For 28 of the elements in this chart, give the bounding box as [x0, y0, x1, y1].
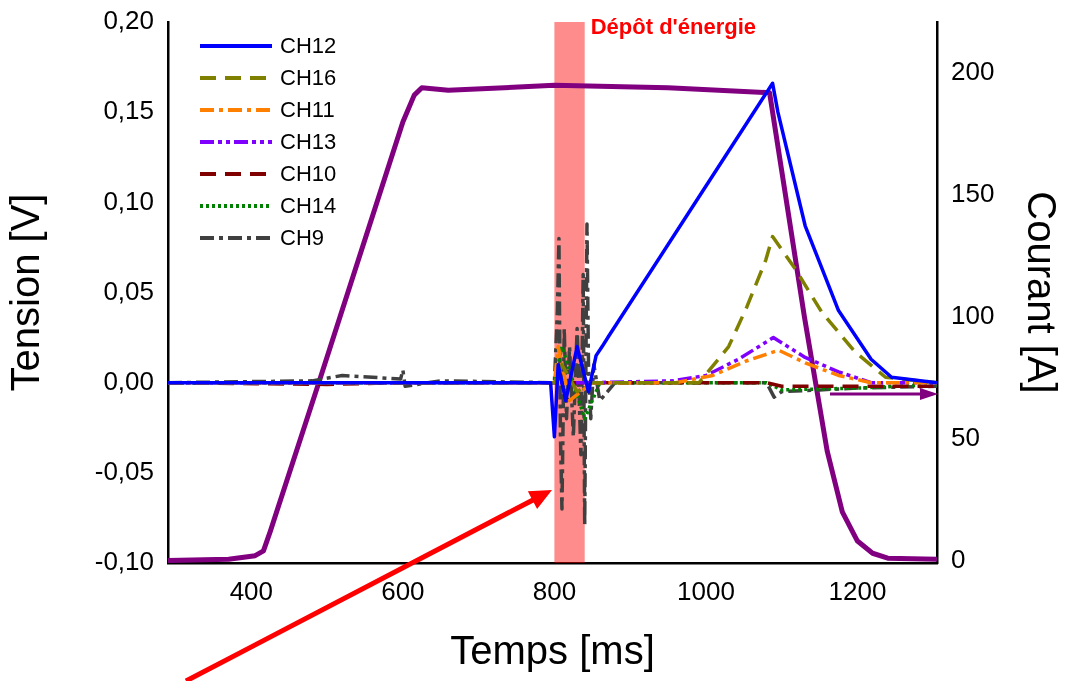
x-tick-label: 1200: [828, 575, 887, 606]
y2-tick-label: 0: [951, 543, 966, 574]
legend-label: CH12: [280, 32, 337, 60]
y-tick-label: -0,05: [94, 456, 154, 487]
x-tick-label: 800: [532, 575, 577, 606]
x-tick-label: 600: [381, 575, 425, 606]
y-axis-title: Tension [V]: [3, 193, 48, 392]
y-tick-label: 0,20: [103, 5, 154, 36]
x-axis-title: Temps [ms]: [450, 628, 655, 673]
legend-label: CH10: [280, 160, 337, 188]
y-tick-label: 0,05: [103, 275, 154, 306]
x-tick-label: 400: [229, 575, 274, 606]
band-label: Dépôt d'énergie: [590, 14, 757, 40]
y2-tick-label: 150: [951, 178, 995, 209]
legend-label: CH11: [280, 96, 335, 124]
legend-label: CH16: [280, 64, 337, 92]
legend-label: CH14: [280, 192, 337, 220]
y2-axis-title: Courant [A]: [1019, 191, 1064, 394]
y-tick-label: 0,10: [103, 185, 154, 216]
y2-tick-label: 100: [951, 300, 995, 331]
y2-tick-label: 50: [951, 421, 980, 452]
y-tick-label: 0,00: [103, 365, 154, 396]
x-tick-label: 1000: [677, 575, 735, 606]
y2-tick-label: 200: [951, 56, 995, 87]
legend-label: CH13: [280, 128, 337, 156]
y-tick-label: -0,10: [94, 546, 154, 577]
y-tick-label: 0,15: [103, 95, 154, 126]
legend-label: CH9: [280, 224, 325, 252]
